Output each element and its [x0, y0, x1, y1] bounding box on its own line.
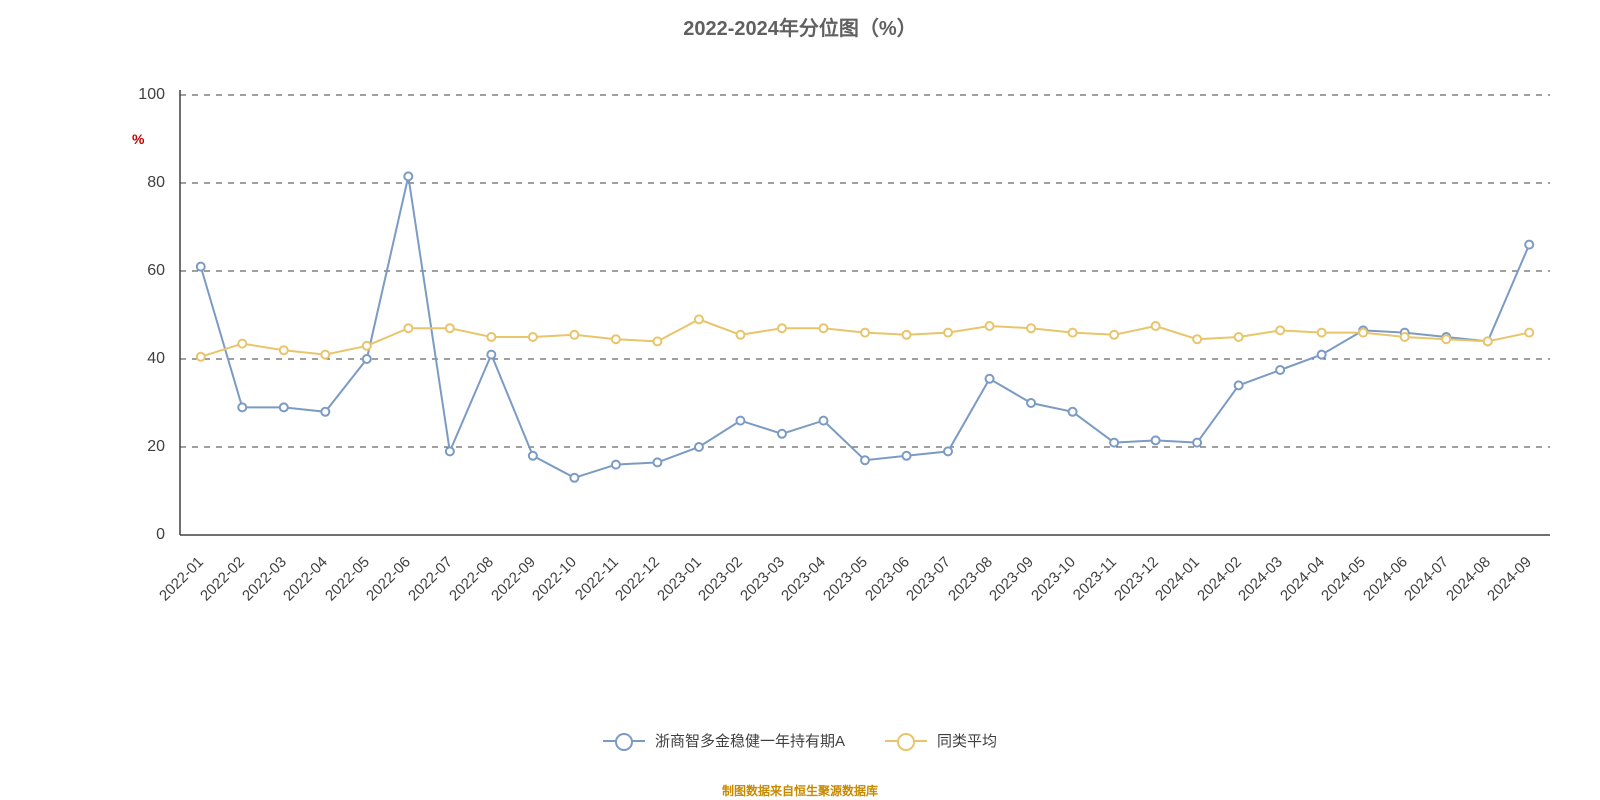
series-marker-0 — [487, 351, 495, 359]
series-marker-0 — [778, 430, 786, 438]
legend: 浙商智多金稳健一年持有期A 同类平均 — [0, 730, 1600, 751]
series-marker-1 — [1442, 335, 1450, 343]
series-marker-0 — [1152, 436, 1160, 444]
series-marker-1 — [1235, 333, 1243, 341]
series-marker-1 — [280, 346, 288, 354]
legend-item-0: 浙商智多金稳健一年持有期A — [603, 730, 845, 751]
series-marker-0 — [612, 461, 620, 469]
series-marker-0 — [1027, 399, 1035, 407]
series-marker-0 — [1110, 439, 1118, 447]
series-marker-1 — [653, 337, 661, 345]
series-marker-1 — [363, 342, 371, 350]
series-marker-0 — [1069, 408, 1077, 416]
series-marker-0 — [446, 447, 454, 455]
series-marker-0 — [986, 375, 994, 383]
series-marker-0 — [1525, 241, 1533, 249]
series-marker-0 — [238, 403, 246, 411]
legend-item-1: 同类平均 — [885, 730, 997, 751]
series-marker-1 — [778, 324, 786, 332]
series-marker-0 — [819, 417, 827, 425]
series-marker-1 — [487, 333, 495, 341]
series-marker-1 — [986, 322, 994, 330]
series-marker-1 — [321, 351, 329, 359]
series-marker-0 — [1276, 366, 1284, 374]
series-marker-1 — [238, 340, 246, 348]
series-marker-1 — [1401, 333, 1409, 341]
series-marker-1 — [819, 324, 827, 332]
series-marker-0 — [570, 474, 578, 482]
legend-label-1: 同类平均 — [937, 730, 997, 751]
series-marker-1 — [197, 353, 205, 361]
series-marker-0 — [653, 458, 661, 466]
series-marker-1 — [861, 329, 869, 337]
series-marker-0 — [363, 355, 371, 363]
series-marker-1 — [1525, 329, 1533, 337]
chart-container: 2022-2024年分位图（%） % 020406080100 2022-012… — [0, 0, 1600, 800]
series-marker-1 — [1484, 337, 1492, 345]
series-marker-0 — [280, 403, 288, 411]
series-marker-1 — [1152, 322, 1160, 330]
legend-label-0: 浙商智多金稳健一年持有期A — [655, 730, 845, 751]
series-marker-1 — [1027, 324, 1035, 332]
series-marker-1 — [1318, 329, 1326, 337]
series-marker-1 — [570, 331, 578, 339]
series-marker-1 — [404, 324, 412, 332]
series-marker-1 — [695, 315, 703, 323]
series-marker-0 — [197, 263, 205, 271]
series-marker-0 — [1318, 351, 1326, 359]
series-marker-0 — [861, 456, 869, 464]
legend-dot-1 — [897, 733, 915, 751]
series-marker-0 — [695, 443, 703, 451]
series-line-0 — [201, 176, 1529, 477]
legend-swatch-1 — [885, 740, 927, 742]
series-marker-0 — [903, 452, 911, 460]
series-marker-0 — [321, 408, 329, 416]
series-marker-0 — [404, 172, 412, 180]
series-marker-1 — [903, 331, 911, 339]
series-line-1 — [201, 319, 1529, 356]
series-marker-1 — [736, 331, 744, 339]
series-marker-1 — [612, 335, 620, 343]
footer-attribution: 制图数据来自恒生聚源数据库 — [0, 782, 1600, 799]
series-marker-0 — [529, 452, 537, 460]
series-marker-1 — [1193, 335, 1201, 343]
series-marker-1 — [1276, 326, 1284, 334]
legend-swatch-0 — [603, 740, 645, 742]
series-marker-0 — [1193, 439, 1201, 447]
series-marker-1 — [446, 324, 454, 332]
series-marker-1 — [1110, 331, 1118, 339]
series-marker-1 — [1359, 329, 1367, 337]
plot-area — [0, 0, 1600, 800]
series-marker-0 — [1235, 381, 1243, 389]
legend-dot-0 — [615, 733, 633, 751]
series-marker-1 — [944, 329, 952, 337]
series-marker-1 — [529, 333, 537, 341]
series-marker-1 — [1069, 329, 1077, 337]
series-marker-0 — [944, 447, 952, 455]
series-marker-0 — [736, 417, 744, 425]
